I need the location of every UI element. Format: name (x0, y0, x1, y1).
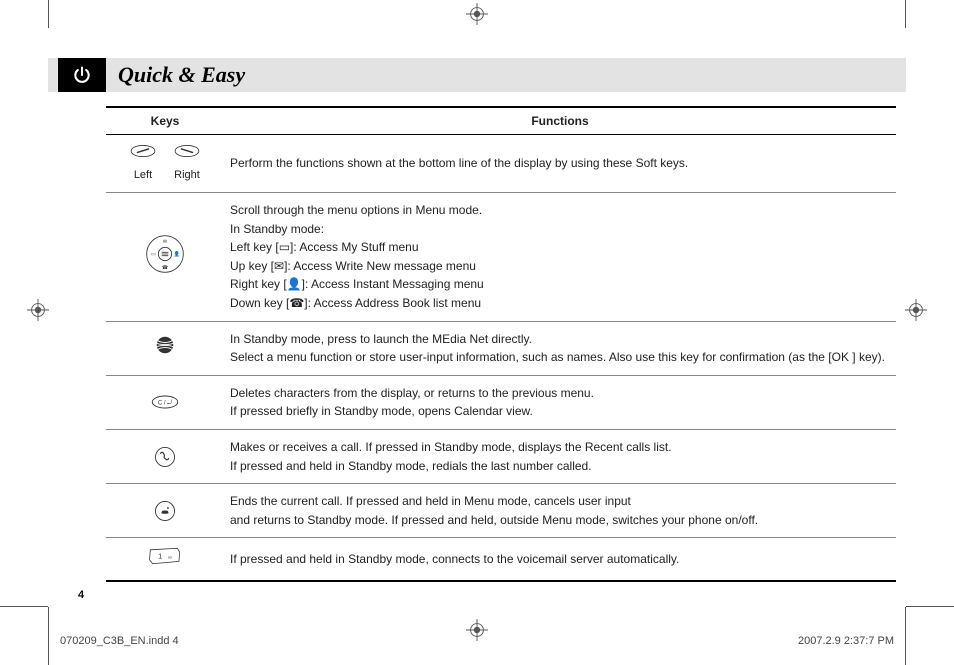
th-functions: Functions (224, 107, 896, 135)
call-key-icon (112, 446, 218, 468)
svg-text:C / ⤾: C / ⤾ (158, 400, 172, 407)
crop-mark (0, 606, 48, 607)
content-area: Keys Functions Left (106, 106, 896, 582)
func-line: Deletes characters from the display, or … (230, 384, 890, 403)
function-text: Makes or receives a call. If pressed in … (224, 430, 896, 484)
table-row: 1∞ If pressed and held in Standby mode, … (106, 538, 896, 581)
crop-mark (48, 0, 49, 28)
func-line: Select a menu function or store user-inp… (230, 348, 890, 367)
func-line: Up key [✉]: Access Write New message men… (230, 257, 890, 276)
table-row: Ends the current call. If pressed and he… (106, 484, 896, 538)
func-line: Scroll through the menu options in Menu … (230, 201, 890, 220)
svg-text:1: 1 (158, 552, 162, 561)
registration-mark-icon (466, 3, 488, 25)
func-line: Left key [▭]: Access My Stuff menu (230, 238, 890, 257)
softkey-right-label: Right (174, 167, 200, 184)
registration-mark-icon (27, 299, 49, 321)
crop-mark (905, 0, 906, 28)
func-line: Ends the current call. If pressed and he… (230, 492, 890, 511)
page-number: 4 (78, 589, 84, 601)
clear-key-icon: C / ⤾ (112, 391, 218, 413)
svg-text:☎: ☎ (162, 265, 168, 271)
one-key-icon: 1∞ (148, 555, 182, 569)
table-row: ✉ ▭ 👤 ☎ Scroll through the menu options … (106, 193, 896, 322)
globe-icon (154, 345, 176, 359)
function-text: Perform the functions shown at the botto… (224, 135, 896, 193)
softkey-left-label: Left (134, 167, 152, 184)
svg-text:▭: ▭ (151, 252, 156, 258)
dpad-icon: ✉ ▭ 👤 ☎ (145, 263, 185, 277)
table-row: In Standby mode, press to launch the MEd… (106, 321, 896, 375)
func-line: If pressed and held in Standby mode, red… (230, 457, 890, 476)
func-line: Down key [☎]: Access Address Book list m… (230, 294, 890, 313)
footer-timestamp: 2007.2.9 2:37:7 PM (798, 635, 894, 647)
func-line: In Standby mode, press to launch the MEd… (230, 330, 890, 349)
keys-table: Keys Functions Left (106, 106, 896, 582)
footer-file: 070209_C3B_EN.indd 4 (60, 635, 179, 647)
page: Quick & Easy Keys Functions (48, 28, 906, 607)
crop-mark (906, 606, 954, 607)
function-text: Scroll through the menu options in Menu … (224, 193, 896, 322)
table-row: Makes or receives a call. If pressed in … (106, 430, 896, 484)
title-bar: Quick & Easy (48, 58, 906, 92)
crop-mark (905, 607, 906, 665)
softkey-left-icon (129, 143, 157, 165)
func-line: Makes or receives a call. If pressed in … (230, 438, 890, 457)
registration-mark-icon (905, 299, 927, 321)
th-keys: Keys (106, 107, 224, 135)
table-row: C / ⤾ Deletes characters from the displa… (106, 375, 896, 429)
svg-text:👤: 👤 (174, 251, 180, 258)
func-line: Right key [👤]: Access Instant Messaging … (230, 275, 890, 294)
function-text: If pressed and held in Standby mode, con… (224, 538, 896, 581)
power-icon (58, 58, 106, 92)
function-text: Ends the current call. If pressed and he… (224, 484, 896, 538)
footer: 070209_C3B_EN.indd 4 2007.2.9 2:37:7 PM (60, 635, 894, 647)
function-text: Deletes characters from the display, or … (224, 375, 896, 429)
softkey-right-icon (173, 143, 201, 165)
page-title: Quick & Easy (118, 62, 245, 88)
func-line: and returns to Standby mode. If pressed … (230, 511, 890, 530)
table-row: Left Right Perform the functions shown a… (106, 135, 896, 193)
function-text: In Standby mode, press to launch the MEd… (224, 321, 896, 375)
crop-mark (48, 607, 49, 665)
func-line: If pressed briefly in Standby mode, open… (230, 402, 890, 421)
end-key-icon (112, 500, 218, 522)
svg-text:✉: ✉ (163, 239, 167, 245)
func-line: In Standby mode: (230, 220, 890, 239)
svg-text:∞: ∞ (168, 555, 172, 561)
